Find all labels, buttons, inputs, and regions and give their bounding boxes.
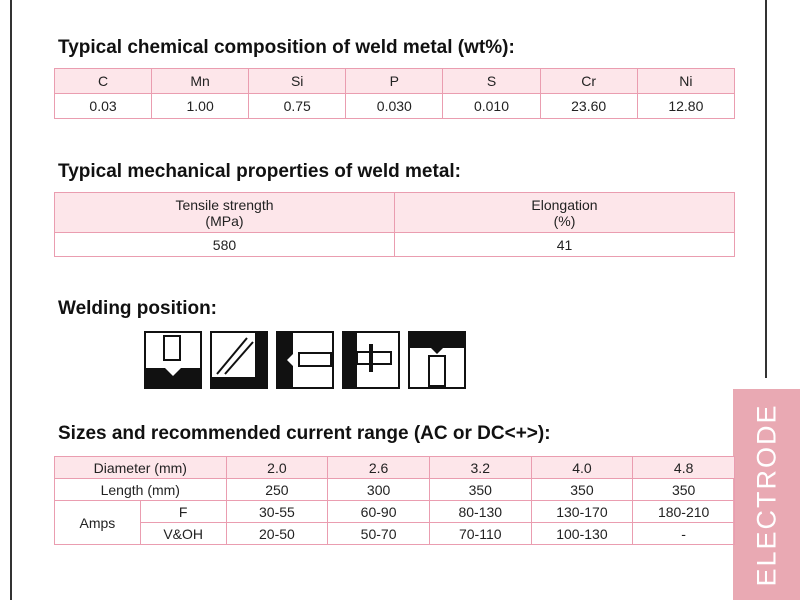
chem-header-cell: Si [248,68,347,94]
length-label: Length (mm) [54,478,227,501]
chem-value-cell: 0.030 [345,93,444,119]
diameter-value: 3.2 [428,456,532,479]
amps-f-value: 60-90 [327,500,430,523]
horizontal-position-icon [276,331,334,389]
sizes-table: Diameter (mm) 2.0 2.6 3.2 4.0 4.8 Length… [54,456,735,545]
diameter-value: 2.0 [225,456,329,479]
sizes-title: Sizes and recommended current range (AC … [58,423,551,444]
chem-value-cell: 0.03 [53,93,153,119]
amps-voh-value: 100-130 [530,522,634,545]
diameter-value: 4.8 [632,456,735,479]
chem-header-cell: C [53,68,153,94]
amps-f-value: 30-55 [225,500,329,523]
tensile-value: 580 [54,232,395,257]
amps-label: Amps [54,500,141,545]
chem-value-cell: 1.00 [151,93,250,119]
amps-f-value: 80-130 [428,500,532,523]
horizontal-fillet-position-icon [210,331,268,389]
length-value: 350 [428,478,532,501]
amps-f-value: 180-210 [632,500,735,523]
chem-header-cell: Ni [636,68,736,94]
chem-value-row: 0.03 1.00 0.75 0.030 0.010 23.60 12.80 [53,93,736,119]
length-value: 300 [327,478,430,501]
flat-position-icon [144,331,202,389]
chem-header-cell: Mn [151,68,250,94]
chem-header-cell: Cr [539,68,638,94]
diameter-value: 2.6 [327,456,430,479]
elongation-label: Elongation [531,196,598,213]
vertical-position-icon [342,331,400,389]
length-value: 350 [530,478,634,501]
right-page-rule [765,0,767,378]
amps-voh-row: V&OH 20-50 50-70 70-110 100-130 - [55,522,735,545]
tensile-label: Tensile strength [175,196,274,213]
chem-table: C Mn Si P S Cr Ni 0.03 1.00 0.75 0.030 0… [53,68,736,119]
side-tab: ELECTRODE [733,389,800,600]
welding-position-strip [144,331,466,389]
amps-voh-value: - [632,522,735,545]
diameter-row: Diameter (mm) 2.0 2.6 3.2 4.0 4.8 [54,456,735,479]
chem-value-cell: 0.75 [248,93,347,119]
amps-f-label: F [139,500,227,523]
chem-header-cell: P [345,68,444,94]
welding-position-icons [144,331,466,389]
length-value: 250 [225,478,329,501]
elongation-header-cell: Elongation (%) [393,192,736,233]
positions-title: Welding position: [58,298,218,319]
amps-voh-value: 20-50 [225,522,329,545]
mech-value-row: 580 41 [54,232,736,257]
side-tab-label: ELECTRODE [751,402,781,587]
chem-value-cell: 23.60 [539,93,638,119]
length-row: Length (mm) 250 300 350 350 350 [54,478,735,501]
tensile-header-cell: Tensile strength (MPa) [54,192,395,233]
chem-header-row: C Mn Si P S Cr Ni [53,68,736,94]
left-page-rule [10,0,12,600]
chem-title: Typical chemical composition of weld met… [58,37,515,58]
tensile-unit: (MPa) [205,212,244,229]
mech-title: Typical mechanical properties of weld me… [58,161,461,182]
amps-voh-value: 50-70 [327,522,430,545]
amps-voh-label: V&OH [139,522,227,545]
diameter-label: Diameter (mm) [54,456,227,479]
chem-value-cell: 12.80 [636,93,736,119]
mech-table: Tensile strength (MPa) Elongation (%) 58… [54,192,736,257]
chem-value-cell: 0.010 [442,93,541,119]
diameter-value: 4.0 [530,456,634,479]
amps-f-value: 130-170 [530,500,634,523]
amps-voh-value: 70-110 [428,522,532,545]
elongation-unit: (%) [553,212,576,229]
mech-header-row: Tensile strength (MPa) Elongation (%) [54,192,736,233]
length-value: 350 [632,478,735,501]
chem-header-cell: S [442,68,541,94]
amps-f-row: Amps F 30-55 60-90 80-130 130-170 180-21… [54,500,735,545]
overhead-position-icon [408,331,466,389]
elongation-value: 41 [393,232,736,257]
